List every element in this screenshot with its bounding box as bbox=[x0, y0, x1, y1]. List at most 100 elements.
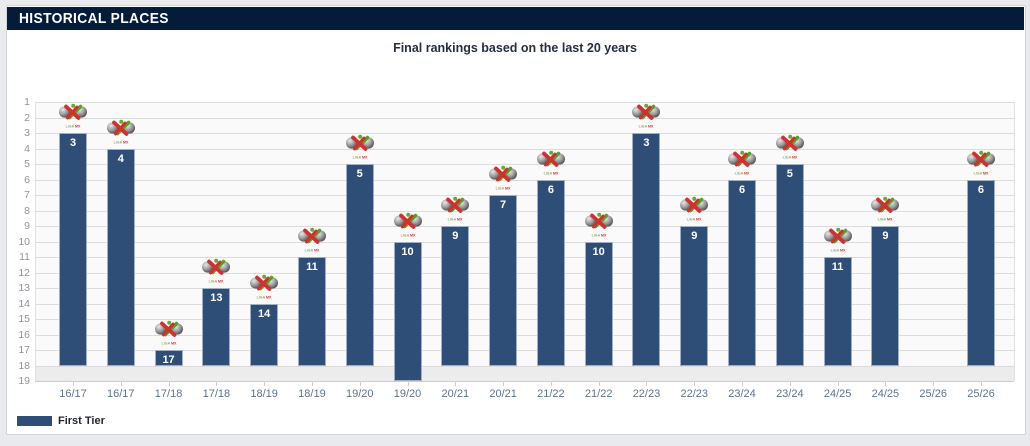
bar-value-label: 7 bbox=[500, 199, 507, 211]
liga-mx-logo-icon: LIGA MX bbox=[249, 274, 279, 300]
x-axis-label: 16/17 bbox=[107, 388, 135, 400]
svg-text:LIGA MX: LIGA MX bbox=[735, 171, 750, 175]
x-axis-label: 17/18 bbox=[202, 388, 231, 400]
x-axis-tick bbox=[216, 381, 218, 386]
x-axis-tick bbox=[311, 381, 313, 386]
gridline bbox=[35, 303, 1014, 305]
liga-mx-logo-icon: LIGA MX bbox=[584, 212, 614, 238]
bar-value-label: 4 bbox=[117, 152, 124, 165]
svg-text:LIGA MX: LIGA MX bbox=[161, 342, 176, 346]
x-axis-label: 20/21 bbox=[441, 388, 470, 400]
svg-text:LIGA MX: LIGA MX bbox=[782, 156, 797, 160]
bar[interactable]: 10 bbox=[584, 241, 613, 366]
bar[interactable]: 3 bbox=[59, 133, 87, 366]
x-axis-tick bbox=[168, 381, 170, 386]
bar[interactable]: 10 bbox=[393, 241, 422, 381]
bar[interactable]: 9 bbox=[680, 226, 709, 366]
x-axis-tick bbox=[789, 381, 791, 386]
bar-value-label: 17 bbox=[162, 354, 175, 366]
gridline bbox=[35, 133, 1014, 134]
svg-text:LIGA MX: LIGA MX bbox=[209, 280, 224, 284]
x-axis-tick bbox=[694, 381, 696, 386]
x-axis-tick bbox=[885, 381, 887, 386]
x-axis-tick bbox=[264, 381, 266, 386]
x-axis-tick bbox=[503, 381, 505, 386]
gridline bbox=[35, 288, 1014, 289]
x-axis-tick bbox=[407, 381, 409, 386]
bar[interactable]: 14 bbox=[250, 303, 279, 366]
bar-value-label: 3 bbox=[69, 137, 77, 149]
bar-value-label: 9 bbox=[691, 230, 698, 242]
x-axis-tick bbox=[120, 381, 122, 386]
bar[interactable]: 6 bbox=[536, 179, 565, 366]
svg-text:LIGA MX: LIGA MX bbox=[448, 218, 463, 222]
bar[interactable]: 17 bbox=[154, 350, 183, 366]
bar[interactable]: 7 bbox=[489, 195, 518, 366]
y-axis-label: 15 bbox=[18, 313, 30, 325]
x-axis-label: 22/23 bbox=[632, 388, 661, 400]
svg-text:LIGA MX: LIGA MX bbox=[113, 140, 128, 144]
liga-mx-logo-icon: LIGA MX bbox=[345, 134, 375, 160]
bar[interactable]: 4 bbox=[106, 148, 135, 366]
bar[interactable]: 6 bbox=[728, 179, 757, 366]
bar-value-label: 9 bbox=[452, 230, 459, 242]
svg-text:LIGA MX: LIGA MX bbox=[66, 125, 81, 129]
x-axis-tick bbox=[598, 381, 600, 386]
y-axis-label: 5 bbox=[24, 158, 30, 170]
x-axis-tick bbox=[73, 381, 74, 386]
y-axis-label: 11 bbox=[19, 251, 30, 263]
x-axis-label: 20/21 bbox=[489, 388, 517, 400]
gridline bbox=[35, 226, 1014, 227]
liga-mx-logo-icon: LIGA MX bbox=[106, 119, 136, 145]
svg-text:LIGA MX: LIGA MX bbox=[543, 171, 558, 175]
bar[interactable]: 6 bbox=[966, 179, 995, 366]
x-axis-label: 24/25 bbox=[871, 388, 900, 400]
gridline bbox=[35, 102, 1014, 103]
legend-label: First Tier bbox=[58, 415, 105, 427]
y-axis-label: 16 bbox=[18, 328, 30, 341]
bar[interactable]: 3 bbox=[632, 133, 661, 366]
gridline bbox=[35, 365, 1014, 367]
gridline bbox=[35, 257, 1014, 258]
y-axis-label: 19 bbox=[18, 375, 30, 387]
bar[interactable]: 11 bbox=[297, 257, 326, 366]
gridline bbox=[35, 148, 1014, 150]
svg-text:LIGA MX: LIGA MX bbox=[352, 156, 367, 160]
bar-value-label: 9 bbox=[882, 230, 889, 242]
bar[interactable]: 9 bbox=[441, 226, 470, 366]
gridline bbox=[35, 334, 1014, 336]
gridline bbox=[35, 179, 1014, 181]
liga-mx-logo-icon: LIGA MX bbox=[58, 103, 88, 129]
bar[interactable]: 5 bbox=[345, 164, 374, 366]
y-axis-label: 18 bbox=[18, 359, 30, 372]
svg-text:LIGA MX: LIGA MX bbox=[687, 218, 702, 222]
x-axis-label: 19/20 bbox=[393, 388, 422, 400]
liga-mx-logo-icon: LIGA MX bbox=[154, 320, 184, 346]
svg-text:LIGA MX: LIGA MX bbox=[591, 233, 606, 237]
bar-value-label: 13 bbox=[210, 292, 223, 304]
gridline bbox=[35, 164, 1014, 165]
x-axis-tick bbox=[837, 381, 839, 386]
svg-text:LIGA MX: LIGA MX bbox=[496, 187, 511, 191]
x-axis-label: 16/17 bbox=[59, 388, 87, 400]
liga-mx-logo-icon: LIGA MX bbox=[679, 196, 709, 222]
legend-item-first-tier[interactable]: First Tier bbox=[17, 415, 105, 427]
bar[interactable]: 5 bbox=[775, 164, 804, 366]
x-axis-label: 25/26 bbox=[919, 388, 947, 400]
chart-title: Final rankings based on the last 20 year… bbox=[393, 41, 637, 55]
liga-mx-logo-icon: LIGA MX bbox=[870, 196, 900, 222]
liga-mx-logo-icon: LIGA MX bbox=[823, 227, 853, 253]
y-axis-label: 7 bbox=[24, 189, 30, 201]
bar-value-label: 6 bbox=[738, 183, 746, 196]
bar[interactable]: 11 bbox=[823, 257, 852, 366]
x-axis-label: 23/24 bbox=[728, 388, 756, 400]
bar[interactable]: 13 bbox=[202, 288, 231, 366]
gridline bbox=[35, 210, 1014, 212]
y-axis-label: 13 bbox=[18, 282, 30, 294]
bar[interactable]: 9 bbox=[871, 226, 900, 366]
section-header: HISTORICAL PLACES bbox=[7, 7, 1024, 30]
bar-value-label: 10 bbox=[592, 245, 605, 258]
y-axis-label: 17 bbox=[18, 344, 30, 356]
x-axis-label: 22/23 bbox=[680, 388, 709, 400]
